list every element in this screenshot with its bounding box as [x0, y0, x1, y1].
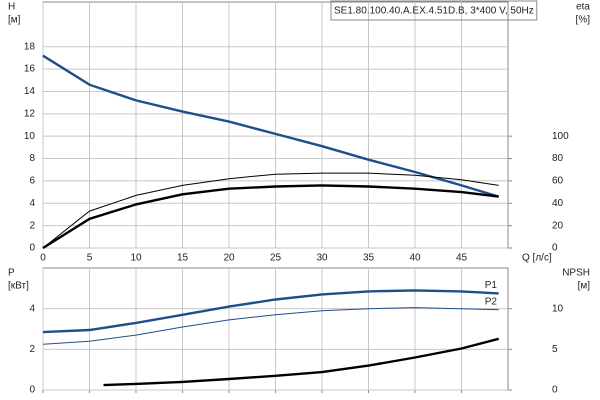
y-axis-label: P [8, 268, 15, 279]
y-tick-label: 12 [24, 108, 36, 119]
y-axis-label: H [8, 2, 15, 13]
y-tick-label: 4 [29, 303, 35, 314]
y-tick-label: 8 [29, 153, 35, 164]
y2-tick-label: 40 [552, 198, 564, 209]
series-line [42, 172, 499, 249]
series-line [42, 184, 499, 250]
x-tick-label: 15 [177, 253, 189, 264]
y2-axis-label: [%] [576, 15, 591, 26]
y-axis-label: [м] [8, 15, 21, 26]
series-line [42, 289, 499, 334]
x-tick-label: 10 [130, 253, 142, 264]
x-axis-label: Q [л/с] [522, 253, 552, 264]
title-box [330, 0, 538, 21]
y2-tick-label: 0 [552, 243, 558, 254]
x-tick-label: 45 [456, 253, 468, 264]
y2-tick-label: 60 [552, 176, 564, 187]
y2-tick-label: 20 [552, 220, 564, 231]
series-line [42, 54, 500, 198]
y-tick-label: 0 [29, 385, 35, 396]
y2-axis-label: NPSH [562, 268, 590, 279]
series-line [42, 307, 499, 345]
x-tick-label: 0 [40, 253, 46, 264]
series-line [103, 337, 500, 387]
y2-axis-label: eta [576, 2, 590, 13]
y-tick-label: 16 [24, 64, 36, 75]
y2-tick-label: 5 [552, 344, 558, 355]
y2-tick-label: 100 [552, 131, 569, 142]
y-axis-label: [кВт] [8, 281, 29, 292]
y2-axis-label: [м] [578, 281, 591, 292]
y2-tick-label: 0 [552, 385, 558, 396]
x-tick-label: 25 [270, 253, 282, 264]
x-tick-label: 5 [87, 253, 93, 264]
chart-title: SE1.80.100.40.A.EX.4.51D.B, 3*400 V, 50H… [334, 6, 534, 17]
series-label: P1 [485, 280, 498, 291]
y-tick-label: 10 [24, 131, 36, 142]
series-label: P2 [485, 296, 498, 307]
y-tick-label: 0 [29, 243, 35, 254]
y-tick-label: 18 [24, 41, 36, 52]
y-tick-label: 14 [24, 86, 36, 97]
x-tick-label: 30 [316, 253, 328, 264]
y-tick-label: 6 [29, 176, 35, 187]
x-tick-label: 20 [223, 253, 235, 264]
y-tick-label: 2 [29, 220, 35, 231]
y-tick-label: 2 [29, 344, 35, 355]
x-tick-label: 40 [409, 253, 421, 264]
y-tick-label: 4 [29, 198, 35, 209]
x-tick-label: 35 [363, 253, 375, 264]
y2-tick-label: 80 [552, 153, 564, 164]
y2-tick-label: 10 [552, 303, 564, 314]
